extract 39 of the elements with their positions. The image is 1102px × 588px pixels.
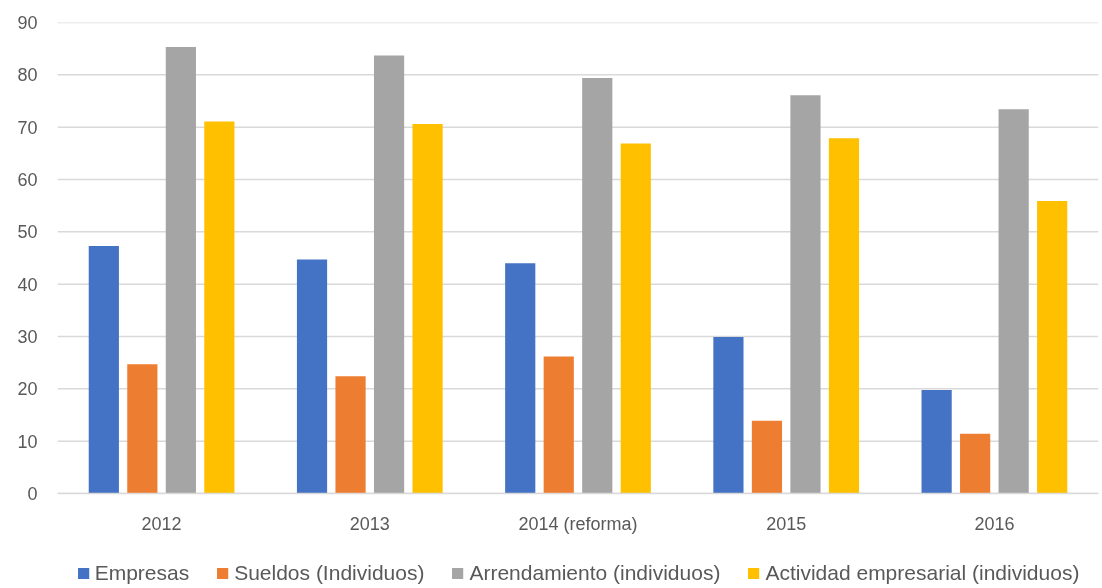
bar	[713, 337, 744, 494]
y-tick-label: 30	[17, 327, 38, 347]
bar	[505, 263, 536, 494]
x-tick-label: 2016	[974, 513, 1015, 534]
bar	[620, 143, 651, 494]
bar	[921, 389, 952, 494]
legend-label: Arrendamiento (individuos)	[469, 560, 721, 585]
y-tick-label: 60	[17, 170, 38, 190]
bar	[582, 77, 613, 494]
bar	[373, 55, 405, 494]
bar	[204, 121, 235, 494]
bar	[828, 138, 860, 494]
bar	[165, 47, 196, 494]
bar	[543, 356, 574, 494]
bar	[751, 420, 783, 494]
legend-label: Sueldos (Individuos)	[234, 560, 425, 585]
bar	[127, 364, 158, 494]
y-tick-label: 10	[17, 431, 38, 452]
y-tick-label: 20	[17, 379, 38, 400]
bar	[790, 95, 821, 494]
y-tick-label: 40	[17, 274, 38, 295]
x-tick-label: 2012	[141, 513, 182, 534]
bar	[1037, 200, 1068, 494]
y-tick-label: 70	[17, 117, 38, 138]
legend-label: Actividad empresarial (individuos)	[765, 560, 1080, 585]
bar	[296, 259, 328, 494]
bar	[998, 109, 1029, 494]
x-tick-label: 2014 (reforma)	[518, 513, 638, 534]
x-tick-label: 2013	[349, 513, 390, 534]
y-tick-label: 0	[27, 484, 38, 504]
bar	[335, 376, 366, 494]
x-tick-label: 2015	[766, 513, 807, 534]
y-tick-label: 90	[17, 13, 38, 33]
bar	[412, 124, 443, 494]
bar	[88, 245, 119, 494]
y-tick-label: 50	[17, 222, 38, 243]
legend-label: Empresas	[94, 560, 190, 585]
bar	[960, 433, 991, 494]
y-tick-label: 80	[17, 65, 38, 86]
